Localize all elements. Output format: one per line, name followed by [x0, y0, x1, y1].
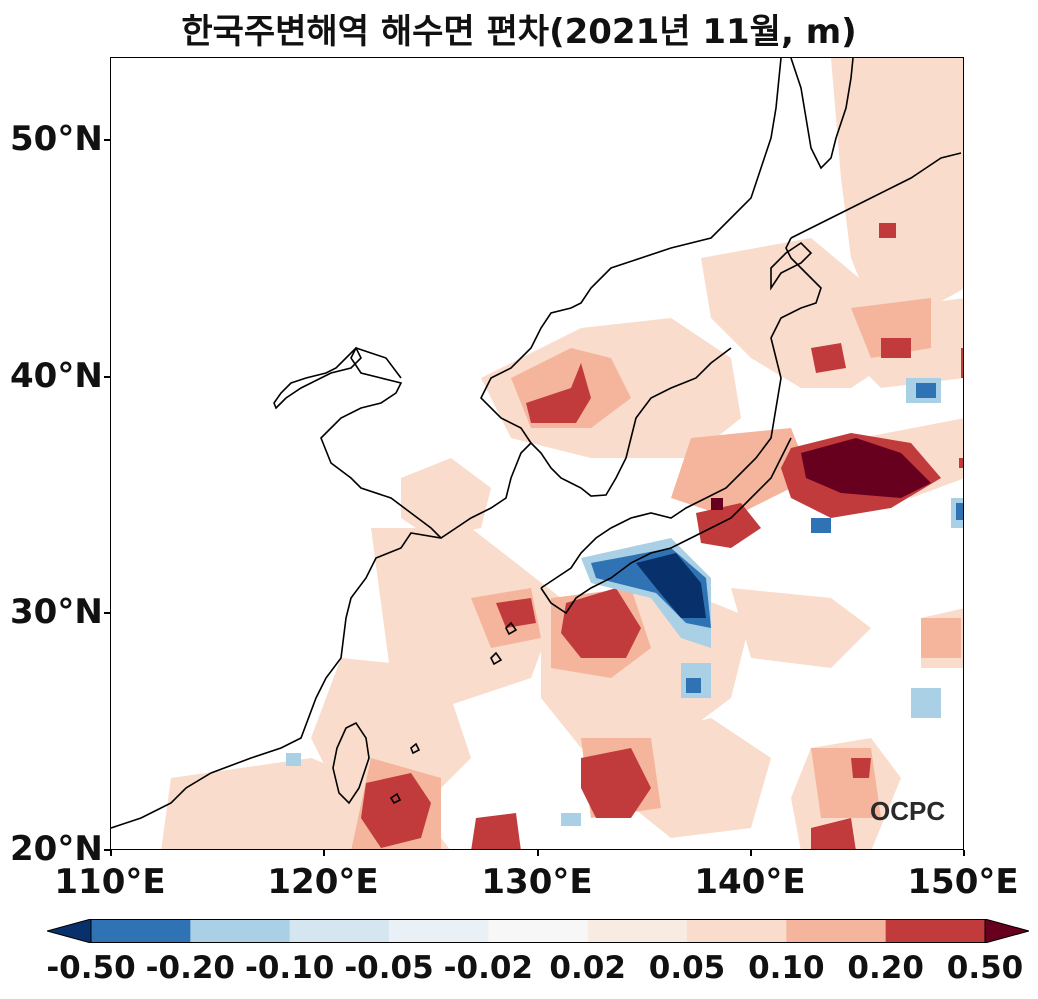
colorbar-bin — [91, 919, 191, 943]
colorbar-label: -0.02 — [443, 950, 534, 986]
colorbar-bin — [488, 919, 589, 943]
y-tick — [104, 139, 110, 141]
x-tick-label: 110°E — [54, 862, 166, 902]
colorbar-bin — [587, 919, 688, 943]
colorbar-bin — [786, 919, 887, 943]
anomaly-extreme-positive — [711, 438, 931, 510]
x-tick-label: 140°E — [694, 862, 806, 902]
colorbar-label: 0.50 — [946, 950, 1024, 986]
colorbar-outline — [90, 919, 986, 943]
x-tick-label: 150°E — [907, 862, 1019, 902]
colorbar — [47, 919, 1029, 943]
y-tick-label: 40°N — [10, 356, 103, 396]
x-tick — [110, 850, 112, 856]
x-tick-label: 130°E — [481, 862, 593, 902]
colorbar-label: -0.05 — [344, 950, 434, 986]
colorbar-extend-low — [47, 919, 92, 943]
colorbar-extend-high — [984, 919, 1029, 943]
coastline — [111, 58, 962, 829]
x-tick — [963, 850, 965, 856]
x-tick — [537, 850, 539, 856]
x-tick — [323, 850, 325, 856]
y-tick — [104, 849, 110, 851]
colorbar-label: 0.20 — [847, 950, 924, 986]
colorbar-bin — [687, 919, 787, 943]
y-tick — [104, 612, 110, 614]
colorbar-label: 0.02 — [549, 950, 626, 986]
y-tick — [104, 376, 110, 378]
colorbar-bin — [190, 919, 291, 943]
colorbar-label: 0.10 — [748, 950, 825, 986]
colorbar-bin — [885, 919, 986, 943]
anomaly-extreme-negative — [636, 553, 706, 618]
colorbar-label: -0.10 — [244, 950, 335, 986]
colorbar-bin — [289, 919, 390, 943]
colorbar-bin — [389, 919, 489, 943]
ocpc-logo: OCPC — [870, 796, 946, 826]
colorbar-label: -0.50 — [46, 950, 136, 986]
y-tick-label: 20°N — [10, 829, 103, 869]
x-tick-label: 120°E — [267, 862, 379, 902]
colorbar-label: -0.20 — [145, 950, 236, 986]
y-tick-label: 50°N — [10, 119, 103, 159]
y-tick-label: 30°N — [10, 592, 103, 632]
map-title: 한국주변해역 해수면 편차(2021년 11월, m) — [181, 12, 857, 52]
x-tick — [750, 850, 752, 856]
map-canvas — [111, 58, 963, 849]
colorbar-label: 0.05 — [648, 950, 726, 986]
map-panel — [110, 57, 964, 850]
